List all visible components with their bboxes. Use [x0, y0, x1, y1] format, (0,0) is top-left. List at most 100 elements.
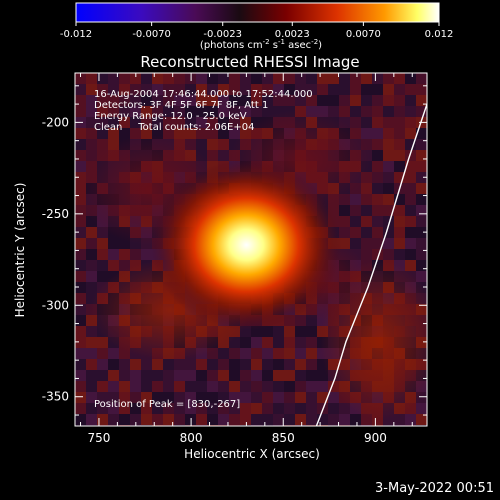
- image-pixel: [273, 337, 284, 348]
- image-pixel: [394, 128, 405, 139]
- image-pixel: [174, 128, 185, 139]
- plot-frame: [74, 72, 428, 427]
- image-pixel: [97, 238, 108, 249]
- image-pixel: [130, 73, 141, 84]
- image-pixel: [372, 139, 383, 150]
- image-pixel: [185, 128, 196, 139]
- image-pixel: [218, 150, 229, 161]
- image-pixel: [218, 403, 229, 414]
- image-pixel: [229, 337, 240, 348]
- image-pixel: [361, 95, 372, 106]
- image-pixel: [361, 73, 372, 84]
- image-pixel: [141, 414, 152, 425]
- peak-position-label: Position of Peak = [830,-267]: [94, 399, 240, 410]
- image-pixel: [174, 106, 185, 117]
- image-pixel: [130, 403, 141, 414]
- image-pixel: [196, 392, 207, 403]
- image-pixel: [383, 84, 394, 95]
- image-pixel: [207, 84, 218, 95]
- image-pixel: [185, 117, 196, 128]
- image-pixel: [174, 117, 185, 128]
- y-axis-ticks: -200 -250 -300 -350: [42, 85, 427, 416]
- image-pixel: [416, 172, 427, 183]
- image-pixel: [185, 359, 196, 370]
- image-pixel: [262, 403, 273, 414]
- image-pixel: [185, 95, 196, 106]
- y-tick-label: -250: [42, 207, 69, 221]
- image-pixel: [306, 425, 317, 426]
- image-pixel: [119, 249, 130, 260]
- image-pixel: [119, 370, 130, 381]
- image-pixel: [251, 425, 262, 426]
- image-pixel: [295, 84, 306, 95]
- image-pixel: [383, 249, 394, 260]
- image-pixel: [97, 370, 108, 381]
- image-pixel: [284, 359, 295, 370]
- image-pixel: [295, 315, 306, 326]
- image-pixel: [119, 359, 130, 370]
- image-pixel: [163, 392, 174, 403]
- image-pixel: [350, 95, 361, 106]
- image-pixel: [163, 425, 174, 426]
- image-pixel: [185, 403, 196, 414]
- image-pixel: [86, 106, 97, 117]
- image-pixel: [306, 403, 317, 414]
- image-pixel: [97, 73, 108, 84]
- image-pixel: [317, 84, 328, 95]
- image-pixel: [416, 194, 427, 205]
- image-pixel: [141, 106, 152, 117]
- image-pixel: [361, 414, 372, 425]
- image-pixel: [174, 359, 185, 370]
- image-pixel: [328, 414, 339, 425]
- image-pixel: [383, 194, 394, 205]
- image-pixel: [372, 150, 383, 161]
- image-pixel: [119, 425, 130, 426]
- image-pixel: [86, 326, 97, 337]
- image-pixel: [339, 216, 350, 227]
- image-pixel: [174, 73, 185, 84]
- image-pixel: [372, 227, 383, 238]
- image-pixel: [416, 425, 427, 426]
- image-pixel: [108, 381, 119, 392]
- x-tick-label: 900: [364, 431, 387, 445]
- image-pixel: [86, 128, 97, 139]
- image-pixel: [350, 425, 361, 426]
- image-pixel: [108, 73, 119, 84]
- image-pixel: [240, 95, 251, 106]
- image-pixel: [97, 392, 108, 403]
- image-pixel: [240, 106, 251, 117]
- image-pixel: [350, 227, 361, 238]
- image-pixel: [174, 392, 185, 403]
- image-pixel: [75, 161, 86, 172]
- image-pixel: [152, 117, 163, 128]
- image-pixel: [284, 326, 295, 337]
- image-pixel: [86, 337, 97, 348]
- image-pixel: [273, 84, 284, 95]
- image-pixel: [75, 227, 86, 238]
- image-pixel: [97, 139, 108, 150]
- image-pixel: [317, 381, 328, 392]
- image-pixel: [207, 381, 218, 392]
- image-pixel: [130, 106, 141, 117]
- image-pixel: [383, 238, 394, 249]
- image-pixel: [240, 425, 251, 426]
- image-pixel: [405, 117, 416, 128]
- image-pixel: [383, 150, 394, 161]
- image-pixel: [372, 128, 383, 139]
- image-pixel: [372, 106, 383, 117]
- image-pixel: [361, 194, 372, 205]
- image-pixel: [273, 106, 284, 117]
- image-pixel: [229, 370, 240, 381]
- image-pixel: [339, 414, 350, 425]
- image-pixel: [229, 106, 240, 117]
- image-pixel: [339, 84, 350, 95]
- y-tick-label: -200: [42, 115, 69, 129]
- image-pixel: [119, 238, 130, 249]
- image-pixel: [108, 106, 119, 117]
- colorbar-gradient: [75, 2, 440, 23]
- image-pixel: [75, 370, 86, 381]
- image-pixel: [152, 392, 163, 403]
- image-pixel: [218, 84, 229, 95]
- image-pixel: [416, 139, 427, 150]
- image-pixel: [405, 139, 416, 150]
